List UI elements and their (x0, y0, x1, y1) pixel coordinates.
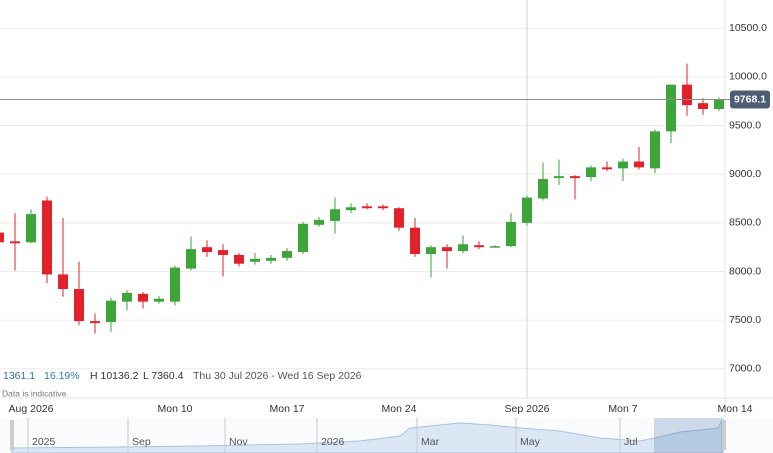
candle-body (682, 84, 692, 106)
last-price-label: 9768.1 (734, 94, 766, 106)
note: Data is indicative (2, 388, 67, 398)
candle-body (506, 221, 516, 247)
navigator-area (11, 419, 723, 453)
x-tick-label: Mon 14 (717, 403, 752, 415)
candle-body (554, 176, 564, 179)
candle-body (602, 167, 612, 170)
candle-body (282, 251, 292, 258)
candle-body (490, 246, 500, 248)
navigator-label: 2026 (321, 436, 345, 448)
navigator-label: May (520, 436, 541, 448)
candle-body (458, 244, 468, 252)
candle-body (634, 161, 644, 168)
navigator-label: Nov (229, 436, 248, 448)
navigator-label: Mar (421, 436, 440, 448)
candle-body (42, 200, 52, 275)
candle-body (346, 207, 356, 211)
navigator-label: Jul (624, 436, 637, 448)
y-tick-label: 8000.0 (729, 265, 761, 277)
candle-body (314, 219, 324, 225)
candle-body (586, 167, 596, 178)
stat-high: H 10136.2 (90, 370, 139, 382)
navigator[interactable] (0, 418, 773, 453)
x-tick-label: Mon 10 (157, 403, 192, 415)
navigator-label: Sep (132, 436, 151, 448)
candle-body (394, 208, 404, 228)
candle-body (250, 258, 260, 262)
candle-body (426, 247, 436, 254)
candle-body (0, 232, 4, 243)
y-tick-label: 8500.0 (729, 217, 761, 229)
candle-body (714, 99, 724, 109)
navigator-handle[interactable] (10, 420, 14, 450)
candle-body (26, 214, 36, 243)
candle-body (650, 131, 660, 169)
last-price-badge (730, 90, 770, 109)
x-tick-label: Mon 24 (381, 403, 416, 415)
candle-body (266, 257, 276, 261)
x-tick-label: Mon 17 (269, 403, 304, 415)
navigator-selection[interactable] (654, 418, 724, 453)
stat-change: 1361.1 (3, 370, 35, 382)
x-tick-label: Aug 2026 (9, 403, 54, 415)
candle-body (666, 84, 676, 132)
candle-body (154, 298, 164, 302)
candle-body (362, 206, 372, 209)
candle-body (298, 223, 308, 253)
candle-body (618, 161, 628, 169)
candle-body (106, 300, 116, 323)
stat-change-pct: 16.19% (44, 370, 80, 382)
candle-body (122, 292, 132, 302)
candle-body (234, 254, 244, 264)
candle-body (410, 227, 420, 254)
navigator-handle[interactable] (722, 420, 726, 450)
candle-body (138, 293, 148, 302)
y-tick-label: 7000.0 (729, 363, 761, 375)
navigator-label: 2025 (32, 436, 56, 448)
candle-body (58, 274, 68, 290)
y-tick-label: 10000.0 (729, 71, 767, 83)
candle-body (90, 321, 100, 324)
candle-body (330, 209, 340, 221)
candle-body (378, 206, 388, 209)
candle-body (474, 245, 484, 248)
y-tick-label: 9000.0 (729, 168, 761, 180)
candle-body (698, 103, 708, 109)
x-tick-label: Sep 2026 (505, 403, 550, 415)
y-tick-label: 7500.0 (729, 314, 761, 326)
candle-body (570, 176, 580, 179)
stat-low: L 7360.4 (143, 370, 184, 382)
x-tick-label: Mon 7 (608, 403, 637, 415)
y-tick-label: 9500.0 (729, 119, 761, 131)
candle-body (170, 267, 180, 302)
candle-body (538, 179, 548, 199)
candle-body (218, 250, 228, 255)
candle-body (202, 247, 212, 253)
candle-body (74, 289, 84, 322)
candle-body (522, 197, 532, 223)
candle-body (186, 249, 196, 269)
candle-body (10, 241, 20, 244)
stat-range: Thu 30 Jul 2026 - Wed 16 Sep 2026 (193, 370, 362, 382)
y-tick-label: 10500.0 (729, 22, 767, 34)
candle-body (442, 247, 452, 252)
